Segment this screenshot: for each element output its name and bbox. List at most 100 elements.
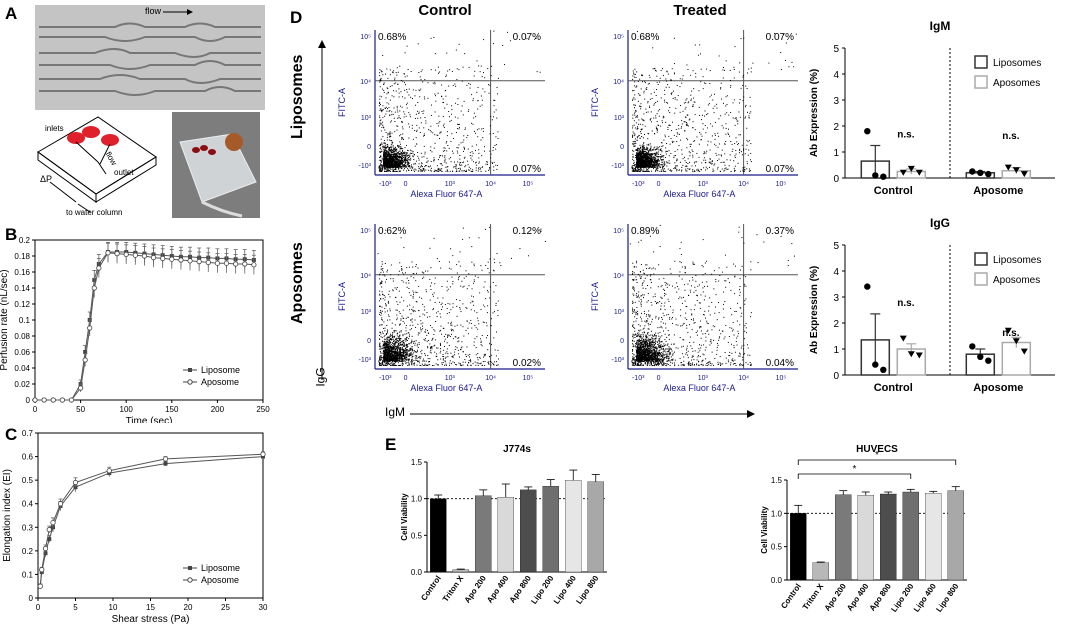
event-dot [742,167,744,169]
data-point-aposome [233,261,239,267]
event-dot [381,150,383,152]
event-dot [412,355,414,357]
event-dot [398,117,400,119]
event-dot [647,170,649,172]
event-dot [389,131,391,133]
event-dot [388,146,390,148]
event-dot [393,149,395,151]
event-dot [388,165,390,167]
event-dot [417,117,419,119]
event-dot [660,156,662,158]
event-dot [379,345,381,347]
event-dot [394,159,396,161]
event-dot [649,160,651,162]
event-dot [748,170,750,172]
event-dot [714,163,716,165]
event-dot [379,117,381,119]
flow-y-tick-label: 10⁵ [360,34,371,41]
event-dot [791,61,793,63]
data-point-aposome [50,397,56,403]
event-dot [410,152,412,154]
y-tick-label: 0.12 [14,300,30,309]
event-dot [659,165,661,167]
event-dot [390,341,392,343]
event-dot [462,170,464,172]
event-dot [636,152,638,154]
event-dot [394,345,396,347]
event-dot [426,329,428,331]
event-dot [709,96,711,98]
event-dot [435,355,437,357]
event-dot [646,159,648,161]
event-dot [478,356,480,358]
event-dot [653,160,655,162]
event-dot [451,133,453,135]
event-dot [429,299,431,301]
microchannel-micrograph: flow [35,5,265,110]
event-dot [399,117,401,119]
event-dot [711,161,713,163]
event-dot [651,161,653,163]
event-dot [385,159,387,161]
event-dot [646,166,648,168]
event-dot [471,145,473,147]
event-dot [446,166,448,168]
event-dot [743,37,745,39]
event-dot [393,339,395,341]
data-point-aposome [59,397,65,403]
event-dot [641,75,643,77]
event-dot [468,166,470,168]
event-dot [492,43,494,45]
event-dot [488,169,490,171]
event-dot [407,150,409,152]
event-dot [380,138,382,140]
event-dot [636,157,638,159]
data-point-aposome [160,255,166,261]
event-dot [396,155,398,157]
event-dot [656,155,658,157]
event-dot [450,157,452,159]
event-dot [393,117,395,119]
event-dot [637,159,639,161]
event-dot [399,157,401,159]
event-dot [407,156,409,158]
event-dot [484,354,486,356]
event-dot [383,158,385,160]
event-dot [427,82,429,84]
event-dot [652,68,654,70]
series-line-aposome [39,453,264,587]
event-dot [396,152,398,154]
event-dot [745,148,747,150]
event-dot [390,165,392,167]
event-dot [388,170,390,172]
event-dot [725,133,727,135]
event-dot [382,345,384,347]
event-dot [674,150,676,152]
event-dot [636,164,638,166]
event-dot [634,138,636,140]
event-dot [392,154,394,156]
event-dot [452,303,454,305]
event-dot [383,146,385,148]
event-dot [401,126,403,128]
event-dot [411,362,413,364]
event-dot [385,344,387,346]
event-dot [641,166,643,168]
event-dot [401,364,403,366]
event-dot [385,163,387,165]
event-dot [399,164,401,166]
event-dot [675,165,677,167]
event-dot [400,91,402,93]
event-dot [402,159,404,161]
event-dot [397,163,399,165]
event-dot [662,74,664,76]
event-dot [749,168,751,170]
event-dot [497,165,499,167]
event-dot [395,164,397,166]
event-dot [394,151,396,153]
event-dot [649,164,651,166]
event-dot [675,107,677,109]
event-dot [385,156,387,158]
event-dot [430,169,432,171]
event-dot [391,158,393,160]
